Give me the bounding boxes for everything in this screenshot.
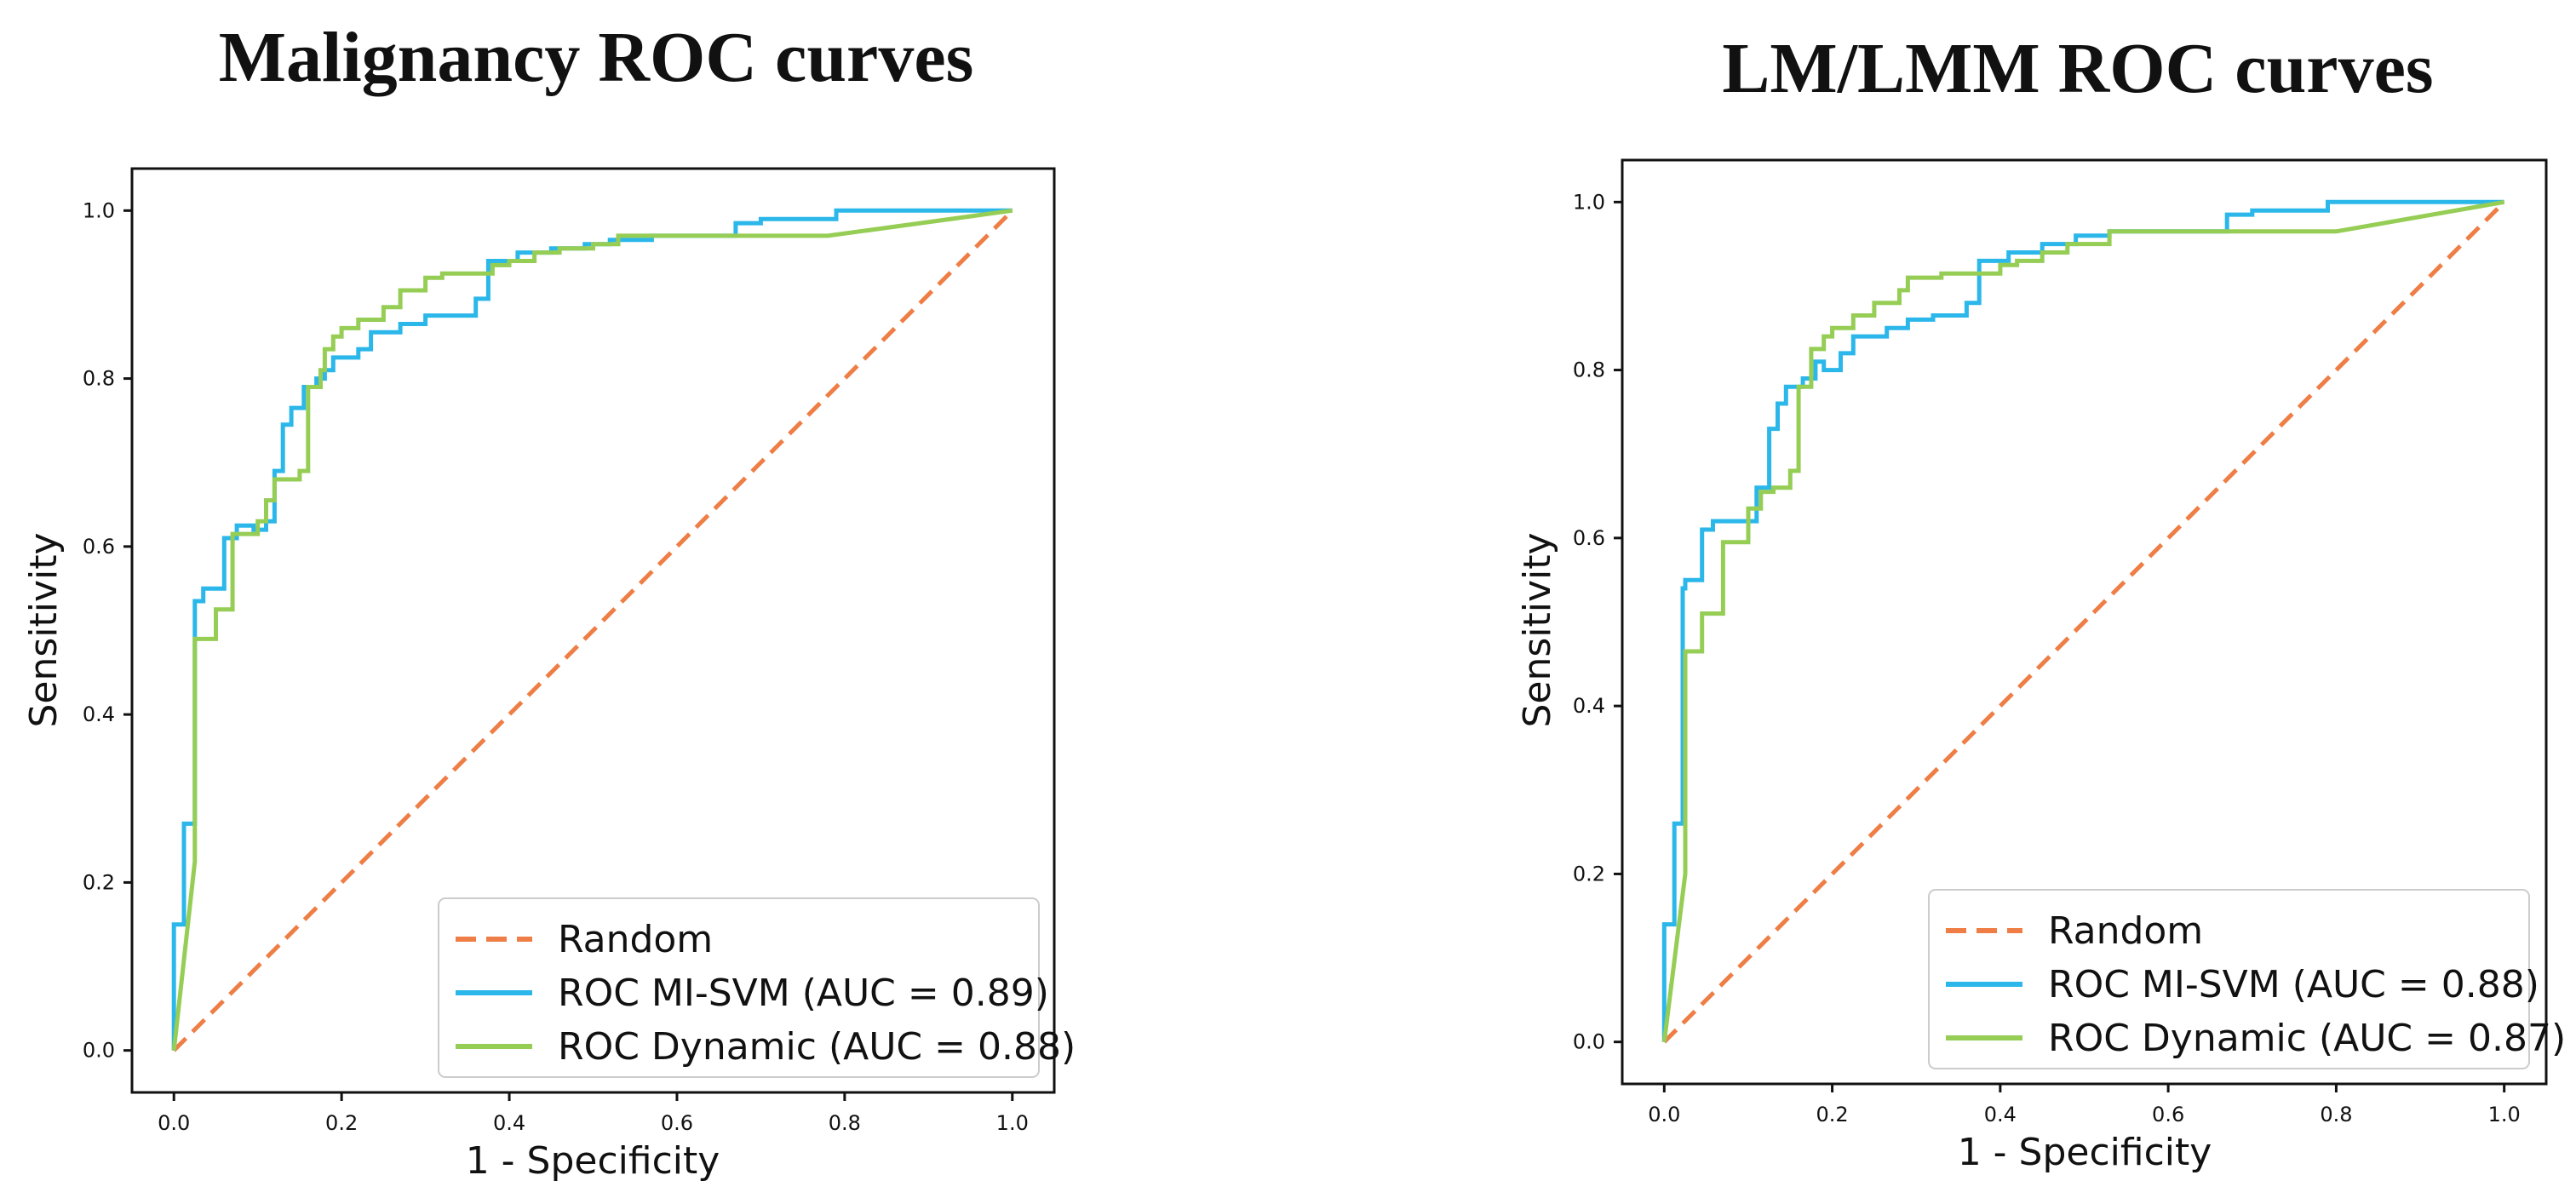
legend-label-random: Random: [558, 918, 713, 961]
axis-ticks: 0.0 0.2 0.4 0.6 0.8 1.0 0.0 0.2 0.4 0.6 0.8 1.0: [83, 198, 1029, 1135]
legend-label-mi-svm: ROC MI-SVM (AUC = 0.88): [2048, 963, 2539, 1006]
legend-label-dynamic: ROC Dynamic (AUC = 0.88): [558, 1025, 1076, 1069]
y-axis-label: Sensitivity: [22, 532, 66, 727]
x-tick-label: 0.8: [2320, 1103, 2352, 1126]
y-tick-label: 0.6: [83, 535, 115, 559]
lm-lmm-roc-chart: LM/LMM ROC curves 1 - Specificity Sensit…: [1516, 29, 2566, 1174]
y-tick-label: 0.2: [83, 870, 115, 894]
y-tick-label: 0.4: [83, 702, 115, 726]
legend-label-mi-svm: ROC MI-SVM (AUC = 0.89): [558, 972, 1049, 1015]
y-tick-label: 0.8: [1573, 358, 1605, 382]
series-line-random: [1662, 200, 2506, 1044]
plot-area: [1661, 199, 2506, 1044]
legend: Random ROC MI-SVM (AUC = 0.88) ROC Dynam…: [1928, 889, 2566, 1069]
y-tick-label: 0.8: [83, 367, 115, 391]
axis-ticks: 0.0 0.2 0.4 0.6 0.8 1.0 0.0 0.2 0.4 0.6 0.8 1.0: [1573, 190, 2521, 1126]
plot-area: [171, 208, 1014, 1052]
x-tick-label: 0.6: [2152, 1103, 2184, 1126]
y-tick-label: 0.4: [1573, 694, 1605, 718]
legend: Random ROC MI-SVM (AUC = 0.89) ROC Dynam…: [438, 897, 1076, 1078]
x-tick-label: 0.0: [1648, 1103, 1680, 1126]
x-tick-label: 0.4: [1984, 1103, 2017, 1126]
series-line-random: [172, 209, 1014, 1052]
y-tick-label: 0.2: [1573, 862, 1605, 886]
legend-box: [438, 897, 1040, 1078]
y-tick-label: 0.0: [1573, 1030, 1605, 1054]
y-tick-label: 1.0: [83, 198, 115, 222]
legend-label-dynamic: ROC Dynamic (AUC = 0.87): [2048, 1017, 2566, 1060]
y-tick-label: 1.0: [1573, 190, 1605, 214]
axes-frame: [130, 167, 1056, 1094]
series-line-misvm: [1661, 199, 2504, 1042]
series-line-dynamic: [1661, 199, 2505, 1043]
x-tick-label: 0.6: [661, 1111, 693, 1135]
x-tick-label: 1.0: [2488, 1103, 2521, 1126]
y-tick-label: 0.6: [1573, 526, 1605, 550]
series-line-dynamic: [171, 208, 1013, 1051]
x-tick-label: 0.0: [158, 1111, 190, 1135]
x-axis-label: 1 - Specificity: [1958, 1131, 2212, 1174]
malignancy-roc-chart: Malignancy ROC curves 1 - Specificity Se…: [22, 18, 1076, 1183]
chart-title: LM/LMM ROC curves: [1722, 29, 2433, 108]
axes-frame: [1621, 158, 2548, 1086]
y-axis-label: Sensitivity: [1516, 532, 1559, 727]
x-tick-label: 0.2: [325, 1111, 358, 1135]
x-tick-label: 0.8: [829, 1111, 861, 1135]
chart-title: Malignancy ROC curves: [219, 18, 974, 97]
y-tick-label: 0.0: [83, 1039, 115, 1063]
legend-box: [1928, 889, 2530, 1069]
x-tick-label: 1.0: [996, 1111, 1029, 1135]
x-tick-label: 0.2: [1816, 1103, 1849, 1126]
x-axis-label: 1 - Specificity: [466, 1139, 720, 1183]
legend-label-random: Random: [2048, 909, 2203, 953]
x-tick-label: 0.4: [493, 1111, 525, 1135]
